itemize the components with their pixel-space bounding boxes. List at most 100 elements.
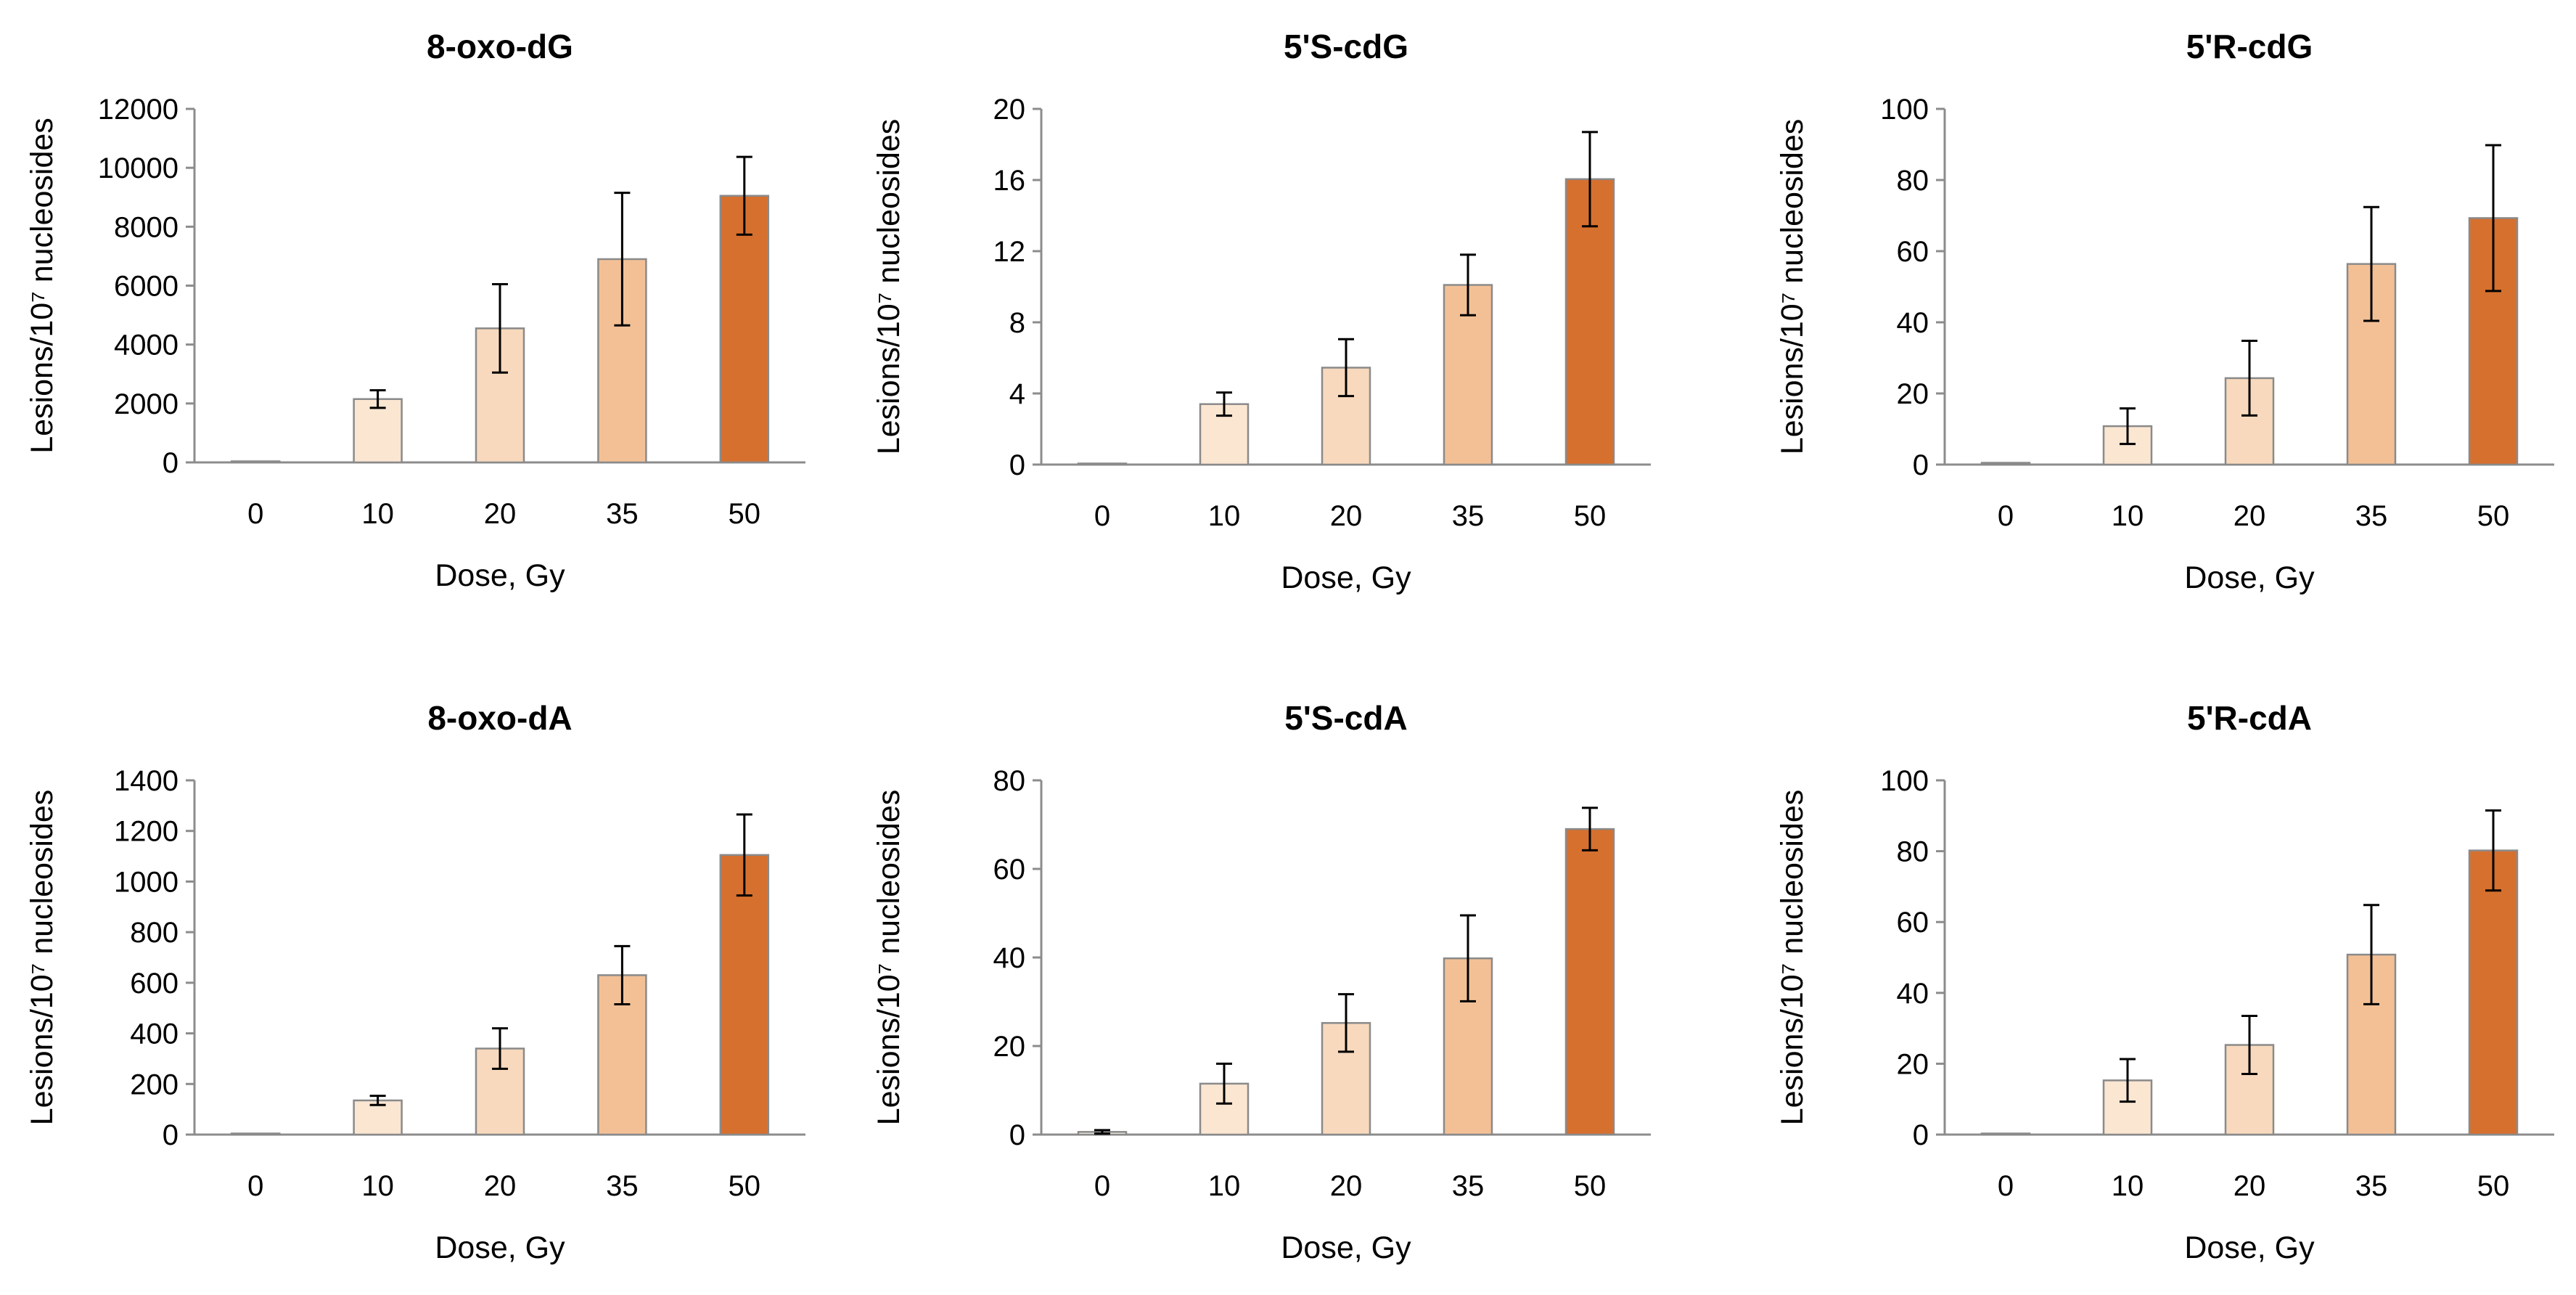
- x-tick-label: 50: [1574, 1170, 1607, 1202]
- y-tick-label: 60: [1897, 907, 1929, 939]
- y-tick-label: 16: [993, 165, 1026, 197]
- bar: [1077, 462, 1128, 466]
- y-tick-label: 80: [1897, 836, 1929, 868]
- error-bar: [2485, 144, 2501, 293]
- chart-panel: 8-oxo-dG 0 2000 4000 6000 8000 10000 12000 0 10 20…: [25, 28, 805, 593]
- y-tick-label: 600: [130, 968, 179, 1000]
- x-tick-label: 50: [2477, 500, 2510, 532]
- y-tick-label: 1200: [114, 816, 179, 848]
- chart-title: 8-oxo-dA: [427, 699, 572, 737]
- x-tick-label: 50: [729, 498, 761, 530]
- y-tick-label: 20: [1897, 378, 1929, 410]
- chart-panel: 5'R-cdG 0 20 40 60 80 100 0 10 20 35 50 Dose, Gy Lesi…: [1775, 28, 2554, 595]
- x-axis-label: Dose, Gy: [2184, 1230, 2315, 1265]
- x-axis-label: Dose, Gy: [435, 558, 565, 593]
- y-tick-label: 8: [1009, 307, 1025, 339]
- error-bar: [2241, 339, 2257, 417]
- error-bar: [369, 389, 386, 409]
- bar: [1980, 1132, 2031, 1136]
- x-tick-label: 20: [1330, 500, 1363, 532]
- x-axis-label: Dose, Gy: [435, 1230, 565, 1265]
- y-tick-label: 100: [1880, 94, 1929, 126]
- x-tick-label: 50: [1574, 500, 1607, 532]
- x-tick-label: 10: [361, 1170, 394, 1202]
- bar: [230, 460, 281, 464]
- x-tick-label: 10: [1208, 1170, 1241, 1202]
- error-bar: [2363, 205, 2379, 322]
- x-tick-label: 35: [2355, 500, 2388, 532]
- x-tick-label: 35: [606, 1170, 639, 1202]
- x-axis-label: Dose, Gy: [2184, 560, 2315, 595]
- error-bar: [736, 813, 752, 897]
- y-tick-label: 60: [1897, 236, 1929, 268]
- x-tick-label: 20: [484, 1170, 517, 1202]
- y-tick-label: 60: [993, 854, 1026, 886]
- x-tick-label: 35: [1452, 500, 1485, 532]
- x-tick-label: 35: [2355, 1170, 2388, 1202]
- y-tick-label: 200: [130, 1069, 179, 1100]
- error-bar: [2120, 407, 2136, 446]
- x-tick-label: 20: [2234, 500, 2266, 532]
- x-tick-label: 0: [1998, 500, 2014, 532]
- chart-panel: 5'S-cdG 0 4 8 12 16 20 0 10 20 35 50 Dose, Gy Lesions…: [871, 28, 1651, 595]
- y-tick-label: 2000: [114, 388, 179, 420]
- error-bar: [1460, 253, 1476, 316]
- y-axis-label: Lesions/10⁷ nucleosides: [871, 119, 906, 455]
- y-tick-label: 40: [1897, 307, 1929, 339]
- y-tick-label: 80: [993, 765, 1026, 797]
- x-tick-label: 35: [606, 498, 639, 530]
- y-tick-label: 0: [1913, 1119, 1929, 1151]
- y-axis-label: Lesions/10⁷ nucleosides: [871, 790, 906, 1126]
- error-bar: [369, 1095, 386, 1106]
- y-axis-label: Lesions/10⁷ nucleosides: [1775, 790, 1810, 1126]
- x-tick-label: 50: [2477, 1170, 2510, 1202]
- error-bar: [614, 944, 631, 1005]
- error-bar: [1094, 1129, 1110, 1135]
- error-bar: [2120, 1058, 2136, 1103]
- error-bar: [2363, 904, 2379, 1005]
- y-tick-label: 6000: [114, 271, 179, 303]
- chart-title: 5'S-cdG: [1284, 28, 1408, 65]
- y-tick-label: 0: [1913, 449, 1929, 481]
- x-axis-label: Dose, Gy: [1281, 1230, 1411, 1265]
- y-tick-label: 20: [993, 94, 1026, 126]
- x-axis-label: Dose, Gy: [1281, 560, 1411, 595]
- error-bar: [2241, 1015, 2257, 1076]
- y-tick-label: 10000: [98, 152, 179, 184]
- error-bar: [1216, 391, 1232, 417]
- x-tick-label: 10: [2112, 1170, 2144, 1202]
- x-tick-label: 20: [2234, 1170, 2266, 1202]
- x-tick-label: 0: [1094, 500, 1110, 532]
- bar: [230, 1132, 281, 1136]
- y-tick-label: 12000: [98, 94, 179, 126]
- error-bar: [1338, 993, 1354, 1053]
- x-tick-label: 35: [1452, 1170, 1485, 1202]
- y-tick-label: 1400: [114, 765, 179, 797]
- y-tick-label: 400: [130, 1018, 179, 1050]
- y-tick-label: 12: [993, 236, 1026, 268]
- y-tick-label: 4: [1009, 378, 1025, 410]
- y-axis-label: Lesions/10⁷ nucleosides: [25, 118, 60, 454]
- chart-panel: 5'S-cdA 0 20 40 60 80 0 10 20 35 50 Dose, Gy Lesions…: [871, 699, 1651, 1265]
- chart-title: 8-oxo-dG: [427, 28, 573, 65]
- y-tick-label: 0: [163, 1119, 179, 1151]
- x-tick-label: 20: [484, 498, 517, 530]
- bar: [1443, 284, 1493, 466]
- x-tick-label: 10: [2112, 500, 2144, 532]
- error-bar: [492, 282, 508, 374]
- error-bar: [614, 192, 631, 327]
- error-bar: [1216, 1062, 1232, 1105]
- chart-title: 5'R-cdA: [2187, 699, 2312, 737]
- y-tick-label: 800: [130, 917, 179, 949]
- y-tick-label: 0: [1009, 1119, 1025, 1151]
- y-tick-label: 40: [993, 942, 1026, 974]
- bar: [719, 195, 770, 464]
- x-tick-label: 0: [247, 1170, 263, 1202]
- y-axis-label: Lesions/10⁷ nucleosides: [25, 790, 60, 1126]
- y-tick-label: 20: [993, 1031, 1026, 1063]
- error-bar: [2485, 809, 2501, 892]
- chart-panel: 8-oxo-dA 0 200 400 600 800 1000 1200 1400 0 10 20 35…: [25, 699, 805, 1265]
- x-tick-label: 10: [361, 498, 394, 530]
- bar: [1564, 828, 1615, 1136]
